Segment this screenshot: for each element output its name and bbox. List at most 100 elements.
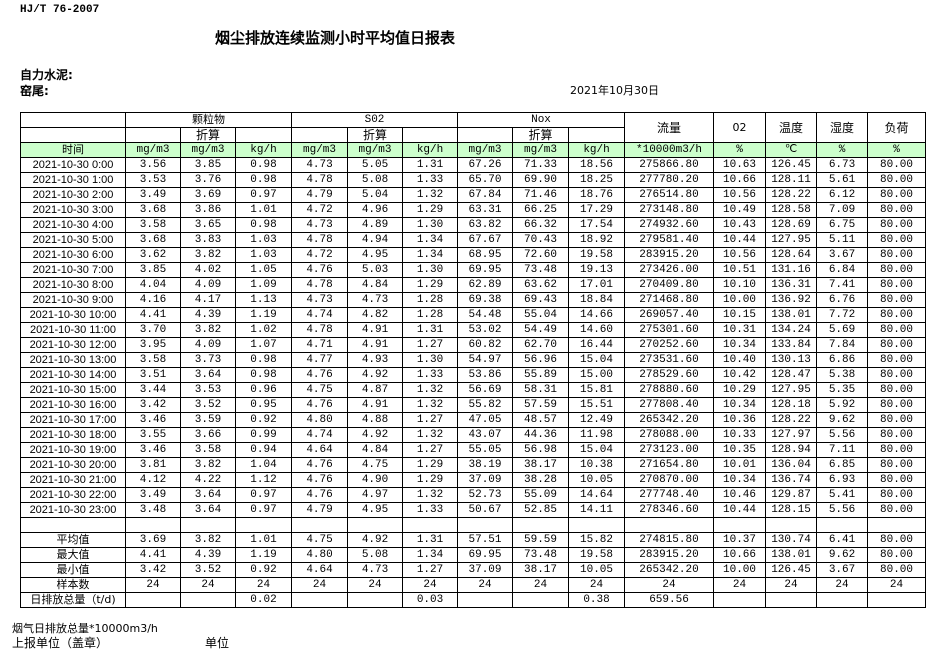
value-cell: 4.75 xyxy=(291,382,349,398)
value-cell: 19.13 xyxy=(568,262,626,278)
value-cell: 71.33 xyxy=(512,157,570,173)
value-cell: 138.01 xyxy=(765,547,818,563)
value-cell: 1.32 xyxy=(402,427,459,443)
value-cell: 3.70 xyxy=(125,322,181,338)
value-cell: 63.31 xyxy=(457,202,514,218)
value-cell: 277780.20 xyxy=(624,172,715,188)
value-cell: 4.73 xyxy=(291,217,349,233)
value-cell: 18.56 xyxy=(568,157,626,173)
value-cell: 3.51 xyxy=(125,367,181,383)
value-cell: 3.64 xyxy=(180,367,236,383)
value-cell: 127.97 xyxy=(765,427,818,443)
value-cell: 0.98 xyxy=(234,217,293,233)
value-cell: 3.76 xyxy=(180,172,236,188)
value-cell: 3.62 xyxy=(125,247,181,263)
value-cell: 265342.20 xyxy=(624,412,715,428)
header-flow: 流量 xyxy=(624,112,715,143)
value-cell: 3.67 xyxy=(816,562,869,578)
value-cell: 283915.20 xyxy=(624,547,715,563)
value-cell: 1.19 xyxy=(234,547,293,563)
value-cell: 277808.40 xyxy=(624,397,715,413)
value-cell: 6.76 xyxy=(816,292,869,308)
value-cell: 4.92 xyxy=(347,427,404,443)
value-cell: mg/m3 xyxy=(291,142,349,158)
value-cell: 6.93 xyxy=(816,472,869,488)
value-cell: 16.44 xyxy=(568,337,626,353)
value-cell: 5.03 xyxy=(347,262,404,278)
value-cell: 4.73 xyxy=(347,562,404,578)
value-cell: 24 xyxy=(765,577,818,593)
flue-gas-total-label: 烟气日排放总量*10000m3/h xyxy=(12,622,158,635)
value-cell: 57.51 xyxy=(457,532,514,548)
value-cell: 4.79 xyxy=(291,502,349,518)
value-cell: 273148.80 xyxy=(624,202,715,218)
value-cell: 0.98 xyxy=(234,367,293,383)
value-cell: 4.94 xyxy=(347,232,404,248)
value-cell xyxy=(402,517,459,533)
value-cell: 1.34 xyxy=(402,547,459,563)
value-cell: 3.44 xyxy=(125,382,181,398)
value-cell: 37.09 xyxy=(457,472,514,488)
value-cell: 10.38 xyxy=(568,457,626,473)
value-cell: kg/h xyxy=(568,142,626,158)
value-cell: 19.58 xyxy=(568,547,626,563)
value-cell: 6.86 xyxy=(816,352,869,368)
value-cell: 1.32 xyxy=(402,382,459,398)
value-cell: 133.84 xyxy=(765,337,818,353)
value-cell: 1.31 xyxy=(402,157,459,173)
value-cell: 9.62 xyxy=(816,412,869,428)
value-cell: 24 xyxy=(347,577,404,593)
header-blank xyxy=(402,127,459,143)
value-cell xyxy=(234,517,293,533)
value-cell: 5.69 xyxy=(816,322,869,338)
value-cell xyxy=(180,592,236,608)
value-cell: 4.09 xyxy=(180,277,236,293)
value-cell: 80.00 xyxy=(867,502,927,518)
value-cell: 4.02 xyxy=(180,262,236,278)
value-cell: 56.69 xyxy=(457,382,514,398)
table-row: 2021-10-30 16:00 3.42 3.52 0.95 4.76 4.91 1.32… xyxy=(20,397,927,413)
value-cell: 5.56 xyxy=(816,427,869,443)
value-cell: 3.69 xyxy=(180,187,236,203)
reporting-unit-label: 上报单位（盖章） xyxy=(12,636,109,650)
value-cell: 1.34 xyxy=(402,232,459,248)
value-cell: 0.38 xyxy=(568,592,626,608)
value-cell: 276514.80 xyxy=(624,187,715,203)
value-cell: 80.00 xyxy=(867,247,927,263)
header-nox: Nox xyxy=(457,112,626,128)
header-converted-so2: 折算 xyxy=(347,127,404,143)
value-cell: 131.16 xyxy=(765,262,818,278)
table-row: 2021-10-30 19:00 3.46 3.58 0.94 4.64 4.84 1.27… xyxy=(20,442,927,458)
value-cell: mg/m3 xyxy=(125,142,181,158)
value-cell: 1.27 xyxy=(402,337,459,353)
row-label-cell: 日排放总量（t/d) xyxy=(20,592,126,608)
header-blank xyxy=(234,127,293,143)
row-label-cell: 2021-10-30 20:00 xyxy=(20,457,126,473)
value-cell: 24 xyxy=(402,577,459,593)
value-cell: 80.00 xyxy=(867,292,927,308)
value-cell: 0.97 xyxy=(234,502,293,518)
value-cell: 4.12 xyxy=(125,472,181,488)
value-cell: 4.91 xyxy=(347,397,404,413)
value-cell: 278346.60 xyxy=(624,502,715,518)
value-cell: 4.04 xyxy=(125,277,181,293)
value-cell: 4.76 xyxy=(291,472,349,488)
value-cell: 0.95 xyxy=(234,397,293,413)
table-row: 2021-10-30 15:00 3.44 3.53 0.96 4.75 4.87 1.32… xyxy=(20,382,927,398)
value-cell: 56.98 xyxy=(512,442,570,458)
table-row: 2021-10-30 1:00 3.53 3.76 0.98 4.78 5.08 1.33 6… xyxy=(20,172,927,188)
standard-code: HJ/T 76-2007 xyxy=(20,4,100,16)
table-row: 2021-10-30 3:00 3.68 3.86 1.01 4.72 4.96 1.29 6… xyxy=(20,202,927,218)
value-cell: 24 xyxy=(180,577,236,593)
value-cell: 15.82 xyxy=(568,532,626,548)
value-cell: 1.05 xyxy=(234,262,293,278)
value-cell: 1.04 xyxy=(234,457,293,473)
value-cell: 10.49 xyxy=(713,202,767,218)
report-table: 颗粒物 S02 Nox 流量 02 温度 湿度 负荷 折算 折算 折算 时间 mg… xyxy=(20,112,927,608)
value-cell: 3.49 xyxy=(125,187,181,203)
value-cell: 1.28 xyxy=(402,292,459,308)
value-cell: 6.41 xyxy=(816,532,869,548)
row-label-cell: 时间 xyxy=(20,142,126,158)
value-cell: 14.11 xyxy=(568,502,626,518)
value-cell: 4.39 xyxy=(180,547,236,563)
